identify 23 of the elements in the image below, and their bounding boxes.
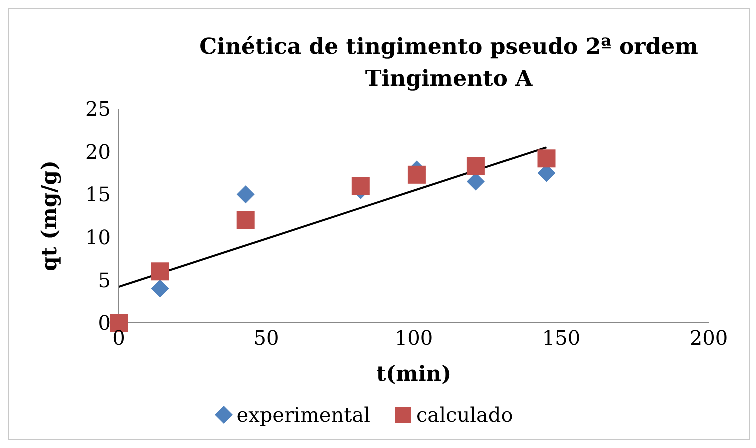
y-tick-label: 5	[98, 268, 111, 292]
point	[408, 166, 426, 184]
point	[110, 314, 128, 332]
y-axis-title: qt (mg/g)	[36, 160, 62, 272]
point	[466, 157, 485, 176]
legend-label: experimental	[236, 403, 370, 427]
point	[538, 150, 556, 168]
y-tick-label: 25	[86, 97, 111, 122]
point	[151, 280, 170, 298]
y-tick-label: 0	[98, 311, 111, 336]
legend-label: calculado	[416, 403, 514, 427]
x-axis-title: t(min)	[376, 361, 452, 386]
point	[236, 211, 255, 230]
y-tick-label: 15	[86, 182, 111, 207]
y-tick-label: 20	[86, 140, 111, 164]
point	[236, 186, 255, 204]
x-tick-label: 200	[690, 326, 728, 350]
point	[151, 262, 170, 281]
chart-title: Cinética de tingimento pseudo 2ª ordem Tingimento A	[198, 33, 700, 94]
x-tick-label: 100	[394, 326, 434, 350]
y-tick-label: 10	[86, 226, 111, 250]
x-tick-label: 150	[542, 326, 581, 350]
x-tick-label: 50	[254, 326, 280, 350]
